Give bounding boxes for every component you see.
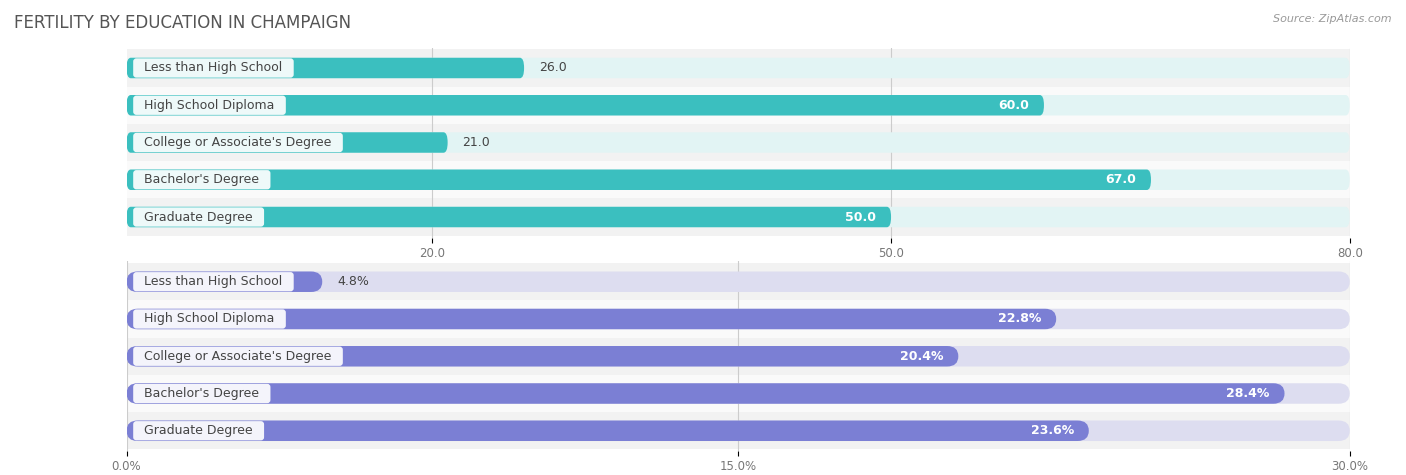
FancyBboxPatch shape	[127, 272, 322, 292]
FancyBboxPatch shape	[127, 132, 1350, 153]
Text: High School Diploma: High School Diploma	[136, 313, 283, 325]
Text: 28.4%: 28.4%	[1226, 387, 1270, 400]
Text: Less than High School: Less than High School	[136, 275, 291, 288]
FancyBboxPatch shape	[127, 124, 1350, 161]
Text: Graduate Degree: Graduate Degree	[136, 210, 262, 224]
Text: 67.0: 67.0	[1105, 173, 1136, 186]
FancyBboxPatch shape	[127, 383, 1285, 404]
Text: College or Associate's Degree: College or Associate's Degree	[136, 136, 340, 149]
FancyBboxPatch shape	[127, 420, 1088, 441]
FancyBboxPatch shape	[127, 207, 891, 227]
FancyBboxPatch shape	[127, 86, 1350, 124]
Text: Source: ZipAtlas.com: Source: ZipAtlas.com	[1274, 14, 1392, 24]
FancyBboxPatch shape	[127, 383, 1350, 404]
FancyBboxPatch shape	[127, 95, 1350, 115]
FancyBboxPatch shape	[127, 412, 1350, 449]
FancyBboxPatch shape	[127, 263, 1350, 300]
FancyBboxPatch shape	[127, 338, 1350, 375]
FancyBboxPatch shape	[127, 58, 524, 78]
Text: Bachelor's Degree: Bachelor's Degree	[136, 387, 267, 400]
FancyBboxPatch shape	[127, 309, 1056, 329]
FancyBboxPatch shape	[127, 346, 1350, 367]
FancyBboxPatch shape	[127, 49, 1350, 86]
FancyBboxPatch shape	[127, 132, 447, 153]
FancyBboxPatch shape	[127, 272, 1350, 292]
Text: 26.0: 26.0	[538, 61, 567, 75]
FancyBboxPatch shape	[127, 207, 1350, 227]
FancyBboxPatch shape	[127, 346, 959, 367]
Text: Less than High School: Less than High School	[136, 61, 291, 75]
Text: 22.8%: 22.8%	[998, 313, 1042, 325]
FancyBboxPatch shape	[127, 300, 1350, 338]
Text: 21.0: 21.0	[463, 136, 491, 149]
Text: 50.0: 50.0	[845, 210, 876, 224]
Text: 20.4%: 20.4%	[900, 350, 943, 363]
Text: 60.0: 60.0	[998, 99, 1029, 112]
FancyBboxPatch shape	[127, 161, 1350, 199]
FancyBboxPatch shape	[127, 420, 1350, 441]
FancyBboxPatch shape	[127, 375, 1350, 412]
Text: Bachelor's Degree: Bachelor's Degree	[136, 173, 267, 186]
Text: College or Associate's Degree: College or Associate's Degree	[136, 350, 340, 363]
Text: 23.6%: 23.6%	[1031, 424, 1074, 437]
Text: High School Diploma: High School Diploma	[136, 99, 283, 112]
Text: FERTILITY BY EDUCATION IN CHAMPAIGN: FERTILITY BY EDUCATION IN CHAMPAIGN	[14, 14, 352, 32]
FancyBboxPatch shape	[127, 170, 1152, 190]
FancyBboxPatch shape	[127, 95, 1043, 115]
FancyBboxPatch shape	[127, 170, 1350, 190]
Text: Graduate Degree: Graduate Degree	[136, 424, 262, 437]
FancyBboxPatch shape	[127, 199, 1350, 236]
Text: 4.8%: 4.8%	[337, 275, 368, 288]
FancyBboxPatch shape	[127, 58, 1350, 78]
FancyBboxPatch shape	[127, 309, 1350, 329]
